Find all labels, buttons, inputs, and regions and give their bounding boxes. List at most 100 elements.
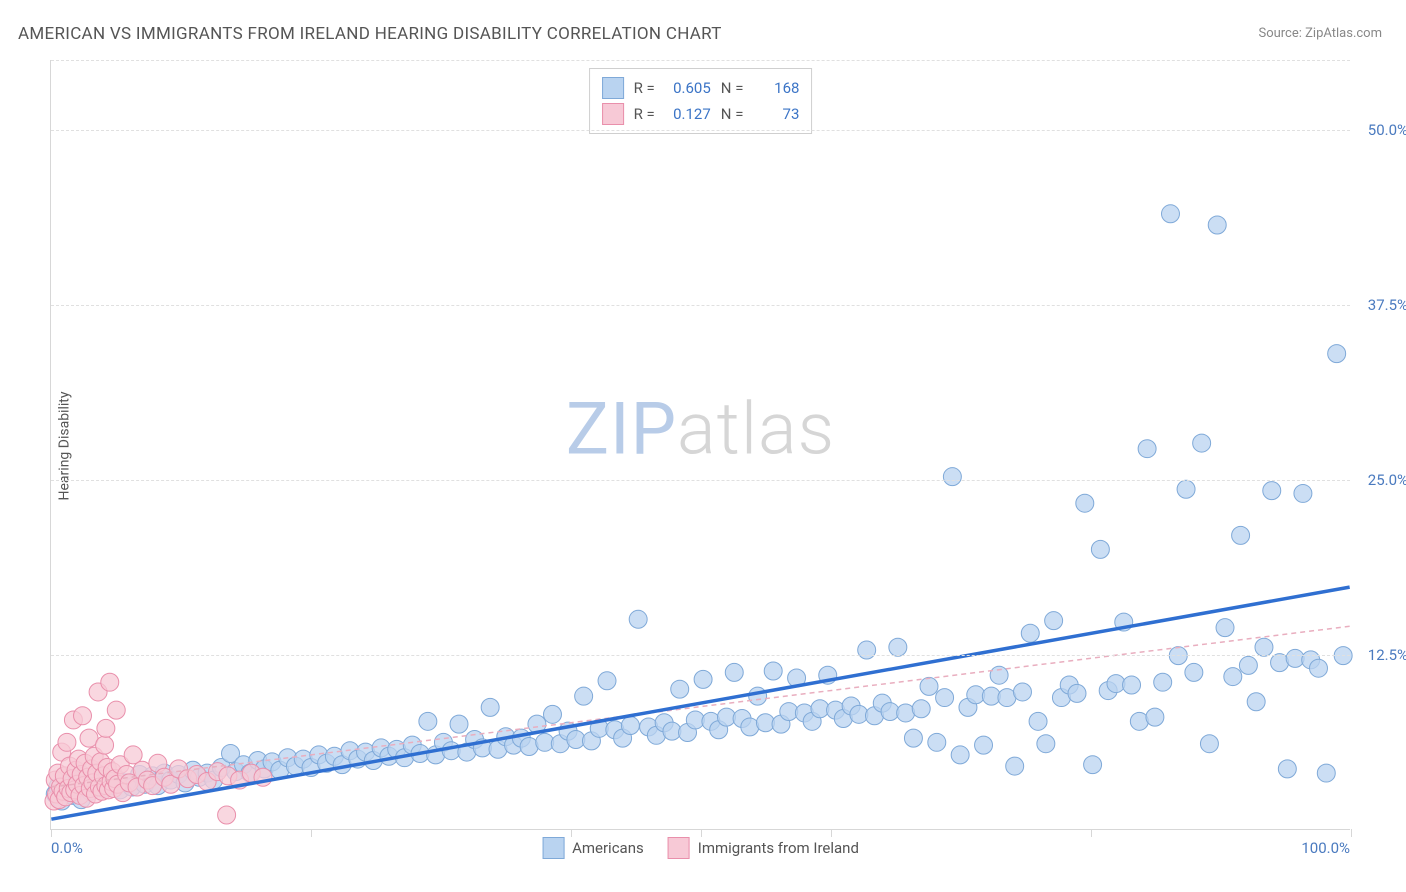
scatter-point-series-1 — [74, 707, 92, 725]
y-tick-label: 50.0% — [1368, 121, 1406, 139]
n-label: N = — [721, 79, 744, 97]
n-label: N = — [721, 105, 744, 123]
x-tick — [1351, 829, 1352, 837]
scatter-point-series-0 — [1076, 494, 1094, 512]
x-tick-label-min: 0.0% — [51, 839, 83, 857]
scatter-point-series-0 — [1271, 654, 1289, 672]
scatter-point-series-0 — [1021, 624, 1039, 642]
legend-label-1: Immigrants from Ireland — [698, 839, 859, 857]
swatch-series-1-icon — [668, 837, 690, 859]
scatter-point-series-0 — [725, 663, 743, 681]
scatter-point-series-0 — [1239, 656, 1257, 674]
legend-label-0: Americans — [572, 839, 644, 857]
trend-line — [51, 587, 1349, 819]
r-value-1: 0.127 — [665, 105, 711, 123]
scatter-point-series-0 — [544, 705, 562, 723]
scatter-point-series-1 — [101, 673, 119, 691]
gridline-h — [51, 130, 1350, 131]
chart-container: AMERICAN VS IMMIGRANTS FROM IRELAND HEAR… — [0, 0, 1406, 892]
scatter-point-series-0 — [1294, 484, 1312, 502]
x-tick-label-max: 100.0% — [1301, 839, 1350, 857]
scatter-point-series-0 — [598, 672, 616, 690]
scatter-point-series-0 — [897, 704, 915, 722]
x-tick — [311, 829, 312, 837]
scatter-point-series-0 — [1328, 345, 1346, 363]
scatter-point-series-0 — [936, 689, 954, 707]
scatter-point-series-0 — [1091, 540, 1109, 558]
scatter-point-series-0 — [1263, 482, 1281, 500]
scatter-point-series-0 — [920, 677, 938, 695]
chart-title: AMERICAN VS IMMIGRANTS FROM IRELAND HEAR… — [18, 24, 722, 44]
scatter-point-series-1 — [97, 719, 115, 737]
scatter-point-series-0 — [1138, 440, 1156, 458]
scatter-point-series-0 — [1146, 708, 1164, 726]
r-label: R = — [634, 105, 655, 123]
x-tick — [51, 829, 52, 837]
scatter-point-series-0 — [951, 746, 969, 764]
gridline-h — [51, 60, 1350, 61]
scatter-point-series-0 — [1232, 526, 1250, 544]
scatter-point-series-0 — [1317, 764, 1335, 782]
n-value-1: 73 — [753, 105, 799, 123]
scatter-point-series-0 — [1084, 756, 1102, 774]
source-attribution: Source: ZipAtlas.com — [1258, 26, 1382, 41]
gridline-h — [51, 305, 1350, 306]
scatter-point-series-0 — [1208, 216, 1226, 234]
swatch-series-0 — [602, 77, 624, 99]
correlation-row-1: R = 0.127 N = 73 — [602, 101, 800, 127]
scatter-point-series-1 — [124, 746, 142, 764]
scatter-point-series-0 — [1037, 735, 1055, 753]
scatter-point-series-0 — [889, 638, 907, 656]
scatter-point-series-0 — [904, 729, 922, 747]
scatter-point-series-0 — [741, 718, 759, 736]
x-tick — [831, 829, 832, 837]
swatch-series-1 — [602, 103, 624, 125]
scatter-point-series-0 — [621, 717, 639, 735]
scatter-point-series-0 — [1224, 668, 1242, 686]
scatter-point-series-0 — [1255, 638, 1273, 656]
scatter-point-series-0 — [694, 670, 712, 688]
scatter-point-series-0 — [481, 698, 499, 716]
scatter-point-series-0 — [450, 715, 468, 733]
scatter-point-series-0 — [1154, 673, 1172, 691]
scatter-point-series-0 — [1013, 683, 1031, 701]
scatter-point-series-0 — [1130, 712, 1148, 730]
chart-svg — [51, 60, 1350, 829]
x-tick — [571, 829, 572, 837]
scatter-point-series-0 — [990, 666, 1008, 684]
scatter-point-series-1 — [96, 736, 114, 754]
gridline-h — [51, 655, 1350, 656]
legend-item-0: Americans — [542, 837, 644, 859]
correlation-row-0: R = 0.605 N = 168 — [602, 75, 800, 101]
scatter-point-series-0 — [1185, 663, 1203, 681]
scatter-point-series-0 — [1045, 612, 1063, 630]
scatter-point-series-0 — [1278, 760, 1296, 778]
x-tick — [701, 829, 702, 837]
y-tick-label: 12.5% — [1368, 646, 1406, 664]
scatter-point-series-0 — [629, 610, 647, 628]
scatter-point-series-0 — [1310, 659, 1328, 677]
plot-area: ZIPatlas R = 0.605 N = 168 R = 0.127 N =… — [50, 60, 1350, 830]
scatter-point-series-0 — [419, 712, 437, 730]
scatter-point-series-0 — [749, 687, 767, 705]
gridline-h — [51, 480, 1350, 481]
scatter-point-series-0 — [912, 700, 930, 718]
scatter-point-series-0 — [1216, 619, 1234, 637]
scatter-point-series-1 — [58, 733, 76, 751]
r-label: R = — [634, 79, 655, 97]
scatter-point-series-0 — [1162, 205, 1180, 223]
scatter-point-series-1 — [107, 701, 125, 719]
y-tick-label: 37.5% — [1368, 296, 1406, 314]
scatter-point-series-0 — [1006, 757, 1024, 775]
scatter-point-series-1 — [218, 806, 236, 824]
scatter-point-series-0 — [1200, 735, 1218, 753]
scatter-point-series-0 — [943, 468, 961, 486]
legend-item-1: Immigrants from Ireland — [668, 837, 859, 859]
scatter-point-series-0 — [764, 662, 782, 680]
scatter-point-series-0 — [520, 738, 538, 756]
y-tick-label: 25.0% — [1368, 471, 1406, 489]
scatter-point-series-0 — [1068, 684, 1086, 702]
series-legend: Americans Immigrants from Ireland — [542, 837, 859, 859]
n-value-0: 168 — [753, 79, 799, 97]
scatter-point-series-0 — [1177, 480, 1195, 498]
